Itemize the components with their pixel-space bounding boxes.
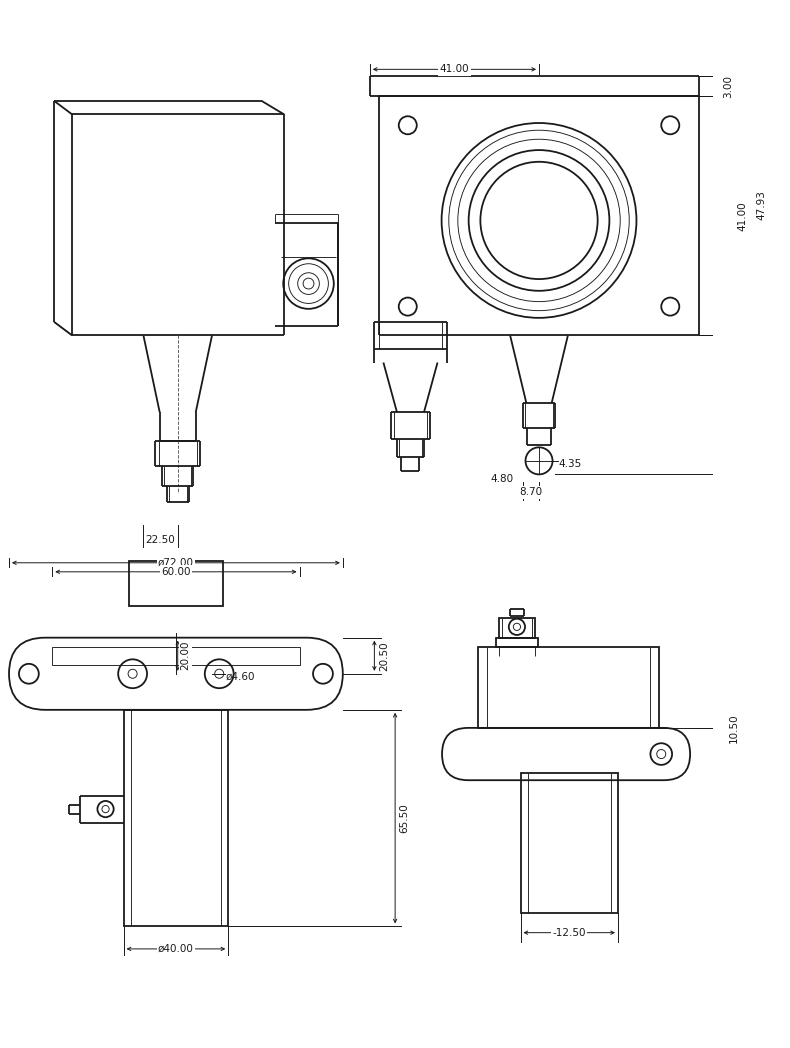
Text: 20.50: 20.50	[379, 641, 389, 671]
Text: 22.50: 22.50	[145, 536, 175, 545]
Text: 41.00: 41.00	[738, 201, 748, 231]
Text: 20.00: 20.00	[180, 641, 190, 671]
Text: ø72.00: ø72.00	[158, 558, 194, 568]
Text: 41.00: 41.00	[439, 64, 469, 74]
Text: 8.70: 8.70	[519, 487, 543, 498]
Text: 47.93: 47.93	[756, 191, 766, 220]
Text: ø40.00: ø40.00	[158, 944, 194, 954]
Bar	[498, 618, 535, 637]
Bar	[52, 647, 299, 664]
Bar	[129, 561, 223, 606]
Bar	[123, 709, 228, 926]
Text: ø4.60: ø4.60	[225, 672, 255, 681]
Bar	[478, 647, 659, 728]
Bar	[496, 637, 538, 647]
Text: 10.50: 10.50	[729, 713, 739, 743]
Text: -12.50: -12.50	[552, 927, 586, 938]
Text: 65.50: 65.50	[400, 803, 410, 833]
Bar	[521, 773, 618, 913]
Text: 3.00: 3.00	[724, 74, 733, 97]
Text: 4.35: 4.35	[559, 459, 582, 468]
Text: 4.80: 4.80	[491, 474, 514, 484]
Text: 60.00: 60.00	[161, 567, 190, 576]
